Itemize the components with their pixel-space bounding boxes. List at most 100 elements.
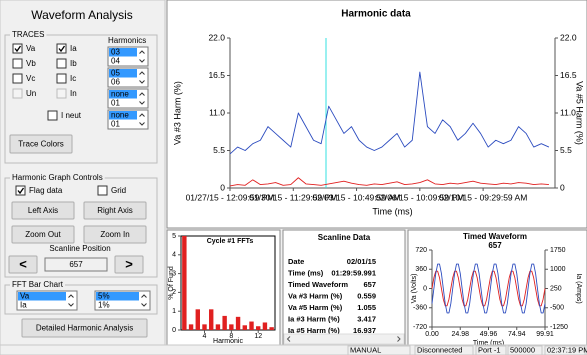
harmonics-label: Harmonics — [108, 36, 146, 45]
chevron — [139, 59, 145, 63]
y2-tick-label: 22.0 — [560, 32, 577, 42]
chevron — [141, 303, 147, 307]
selected-item — [109, 69, 137, 78]
y2-tick-label: -500 — [550, 305, 564, 312]
x-tick-label: 99.91 — [536, 331, 554, 338]
scrollbar[interactable] — [283, 333, 405, 345]
check-mark — [14, 45, 22, 53]
bar — [195, 309, 200, 330]
bar — [209, 309, 214, 330]
bar — [229, 324, 234, 330]
y-tick-label: 2 — [172, 289, 176, 296]
y-tick-label: 3 — [172, 270, 176, 277]
status-cell — [347, 345, 411, 355]
status-text: 500000 — [510, 345, 535, 354]
checkbox-label: In — [70, 89, 77, 98]
series-line — [431, 270, 546, 307]
row-label: Ia #5 Harm (%) — [288, 326, 340, 335]
y-tick-label: -360 — [413, 305, 427, 312]
scanline-panel — [282, 229, 406, 346]
row-label: Time (ms) — [288, 268, 324, 277]
status-bar — [0, 344, 587, 355]
button-label: Trace Colors — [18, 140, 64, 149]
chevron — [68, 294, 74, 298]
group-label: Harmonic Graph Controls — [12, 173, 103, 182]
y2-tick-label: 16.5 — [560, 70, 577, 80]
x-tick-label: 12 — [254, 333, 262, 340]
selected-item — [96, 292, 139, 301]
checkbox-label: Ib — [70, 59, 77, 68]
y2-tick-label: 250 — [550, 285, 562, 292]
chevron — [139, 101, 145, 105]
list-item: Ia — [20, 301, 27, 310]
y-axis-label: Va #3 Harm (%) — [172, 81, 182, 145]
button-label: < — [19, 256, 27, 271]
group-label-bg — [10, 280, 65, 290]
y2-axis-label: Va #5 Harm (%) — [575, 81, 585, 145]
x-tick-label: 02/03/15 - 10:49:59 AM — [312, 192, 400, 202]
row-value: 1.055 — [357, 303, 376, 312]
checkbox[interactable] — [56, 58, 67, 69]
x-axis-label: Time (ms) — [372, 206, 412, 216]
chevron — [139, 122, 145, 126]
scanline-label: Scanline Position — [49, 244, 110, 253]
status-cell — [544, 345, 586, 355]
scanline-value: 657 — [69, 260, 83, 269]
checkbox[interactable] — [15, 185, 26, 196]
y-tick-label: 360 — [415, 266, 427, 273]
list-item: 05 — [111, 69, 120, 78]
checkbox-label: Flag data — [29, 186, 63, 195]
status-cell — [475, 345, 507, 355]
y2-tick-label: 5.5 — [560, 145, 572, 155]
status-text: Disconnected — [417, 345, 462, 354]
row-label: Ia #3 Harm (%) — [288, 314, 340, 323]
scroll-right[interactable] — [397, 336, 401, 342]
row-label: Va #3 Harm (%) — [288, 291, 343, 300]
row-label: Timed Waveform — [288, 280, 348, 289]
checkbox — [56, 88, 67, 99]
scroll-left[interactable] — [286, 336, 291, 342]
list-item: 06 — [111, 78, 120, 87]
button[interactable] — [114, 255, 144, 274]
chart-title: Harmonic data — [341, 9, 411, 20]
checkbox[interactable] — [97, 185, 108, 196]
y-tick-label: 1 — [172, 308, 176, 315]
bar — [256, 326, 261, 330]
button[interactable] — [21, 318, 148, 338]
checkbox[interactable] — [56, 73, 67, 84]
button[interactable] — [9, 134, 73, 154]
chevron — [139, 71, 145, 75]
list-item: none — [111, 90, 129, 99]
button — [11, 225, 75, 244]
row-value: 657 — [363, 280, 376, 289]
x-tick-label: 0.00 — [425, 331, 439, 338]
scanline-field — [44, 257, 108, 272]
checkbox[interactable] — [47, 110, 58, 121]
button[interactable] — [8, 255, 38, 274]
button[interactable] — [83, 225, 147, 244]
checkbox[interactable] — [12, 73, 23, 84]
button-label: Zoom Out — [25, 230, 61, 239]
checkbox-label: Ia — [70, 44, 77, 53]
y-tick-label: 16.5 — [208, 70, 225, 80]
row-value: 02/01/15 — [347, 257, 376, 266]
x-tick-label: 02/06/15 - 10:09:59 PM — [375, 192, 464, 202]
selected-item — [109, 48, 137, 57]
list-item: 5% — [98, 292, 110, 301]
y2-axis-label: Ia (Amps) — [575, 273, 582, 303]
series-line — [431, 263, 546, 314]
button[interactable] — [11, 201, 75, 220]
status-text: 02:37:19 PM — [547, 345, 587, 354]
x-tick-label: 4 — [203, 333, 207, 340]
checkbox[interactable] — [12, 43, 23, 54]
checkbox-label: Va — [26, 44, 36, 53]
button[interactable] — [83, 201, 147, 220]
check-mark — [58, 45, 66, 53]
checkbox[interactable] — [56, 43, 67, 54]
bar — [235, 316, 241, 330]
selected-item — [109, 111, 137, 120]
y-tick-label: 0 — [423, 285, 427, 292]
button-label: Right Axis — [97, 206, 133, 215]
checkbox[interactable] — [12, 58, 23, 69]
